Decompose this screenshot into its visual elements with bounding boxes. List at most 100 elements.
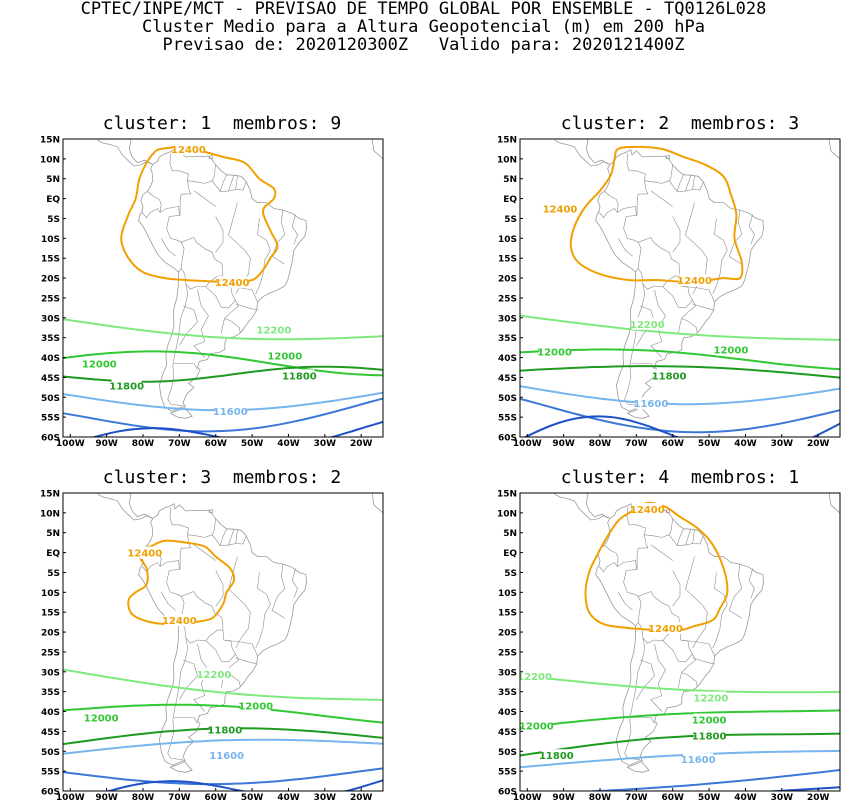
- lat-tick-label: 10N: [40, 155, 60, 165]
- lon-tick-label: 20W: [350, 793, 373, 803]
- lon-tick-label: 70W: [625, 793, 648, 803]
- lat-tick-label: 35S: [498, 688, 517, 698]
- lat-tick-label: 5N: [46, 529, 60, 539]
- contour-label: 12200: [517, 672, 552, 683]
- contour-label-bg: [86, 711, 117, 724]
- state-border: [712, 572, 728, 649]
- state-border: [748, 568, 755, 599]
- country-border: [681, 318, 698, 333]
- lon-tick-label: 70W: [168, 793, 191, 803]
- south-america-coastline: [138, 503, 308, 766]
- country-border: [211, 180, 247, 192]
- state-border: [692, 657, 715, 665]
- lon-tick-label: 90W: [552, 793, 575, 803]
- lon-tick-label: 60W: [205, 793, 228, 803]
- contour-12000: [63, 703, 383, 724]
- country-border: [166, 569, 182, 597]
- lat-tick-label: 5S: [47, 569, 60, 579]
- lat-tick-label: 15N: [40, 490, 60, 500]
- caribbean-island: [665, 508, 670, 513]
- country-border: [178, 242, 185, 273]
- country-border: [211, 534, 247, 546]
- lat-tick-label: 25S: [498, 648, 517, 658]
- lat-tick-label: 15S: [498, 255, 517, 265]
- map-layer: 12400 12400 12200 12000 12000 11800 11600: [63, 493, 383, 791]
- country-border: [221, 318, 225, 334]
- country-border: [147, 191, 162, 213]
- contour-label-bg: [284, 369, 315, 382]
- lat-tick-label: 15S: [498, 609, 517, 619]
- country-border: [235, 175, 238, 190]
- contour-12400: [584, 501, 729, 632]
- lat-tick-label: 10S: [41, 235, 60, 245]
- contour-label-bg: [694, 729, 725, 742]
- central-america-coastline: [554, 139, 610, 167]
- contour-label: 11800: [207, 725, 242, 736]
- map-layer: 12400 12400 12200 12000 12000 11800 11600: [520, 139, 840, 437]
- lon-tick-label: 50W: [698, 793, 721, 803]
- contour-label-bg: [715, 343, 746, 356]
- contour-label: 12000: [692, 715, 727, 726]
- contour-label-bg: [173, 142, 204, 155]
- lon-tick-label: 90W: [552, 439, 575, 449]
- contour-label-bg: [211, 749, 242, 762]
- lat-tick-label: 20S: [41, 275, 60, 285]
- contour-label: 12400: [215, 278, 250, 289]
- lon-tick-label: 90W: [95, 793, 118, 803]
- country-border: [635, 596, 642, 627]
- contour-label: 12400: [127, 549, 162, 560]
- lon-tick-label: 20W: [807, 793, 830, 803]
- africa-coastline: [828, 139, 840, 160]
- state-border: [271, 210, 286, 265]
- contour-label-bg: [632, 317, 663, 330]
- state-border: [173, 717, 198, 724]
- state-border: [255, 572, 271, 649]
- contour-label-bg: [539, 345, 570, 358]
- south-america-coastline: [595, 503, 765, 766]
- contour-label-bg: [84, 357, 115, 370]
- contour-label-bg: [258, 323, 289, 336]
- lon-tick-label: 40W: [277, 793, 300, 803]
- lat-tick-label: 10N: [497, 509, 517, 519]
- lat-tick-label: 25S: [41, 648, 60, 658]
- lat-tick-label: 25S: [498, 294, 517, 304]
- lat-tick-label: 50S: [498, 394, 517, 404]
- map-frame: [62, 138, 384, 438]
- state-border: [193, 289, 209, 358]
- lon-tick-label: 50W: [241, 793, 264, 803]
- country-border: [219, 528, 227, 546]
- panel-4-title: cluster: 4 membros: 1: [560, 467, 800, 488]
- state-border: [650, 190, 673, 207]
- contour-11200: [523, 415, 840, 437]
- contour-label-bg: [129, 546, 160, 559]
- map-layer: 12400 12400 12200 12200 12000 12000 11800 11800…: [517, 493, 840, 791]
- contour-label-bg: [215, 405, 246, 418]
- tierra-del-fuego-coastline: [626, 761, 650, 773]
- lon-tick-label: 60W: [205, 439, 228, 449]
- lat-tick-label: 55S: [498, 414, 517, 424]
- contour-label: 12200: [197, 670, 232, 681]
- country-border: [636, 547, 649, 570]
- state-border: [271, 564, 286, 619]
- country-border: [599, 560, 637, 573]
- contour-12200: [63, 318, 383, 341]
- country-border: [623, 215, 639, 243]
- lat-tick-label: 30S: [41, 668, 60, 678]
- state-border: [692, 303, 715, 311]
- country-border: [685, 175, 692, 192]
- state-border: [712, 218, 728, 295]
- country-border: [169, 152, 192, 194]
- country-border: [635, 242, 642, 273]
- lat-tick-label: EQ: [46, 195, 60, 205]
- lat-tick-label: 45S: [41, 728, 60, 738]
- country-border: [676, 528, 684, 546]
- lat-tick-label: 50S: [498, 748, 517, 758]
- country-border: [179, 547, 192, 570]
- contour-12000: [520, 709, 840, 729]
- lon-tick-label: 40W: [277, 439, 300, 449]
- state-border: [235, 303, 258, 311]
- lon-tick-label: 80W: [589, 793, 612, 803]
- country-border: [187, 164, 216, 184]
- central-america-coastline: [585, 493, 609, 519]
- country-border: [637, 267, 680, 290]
